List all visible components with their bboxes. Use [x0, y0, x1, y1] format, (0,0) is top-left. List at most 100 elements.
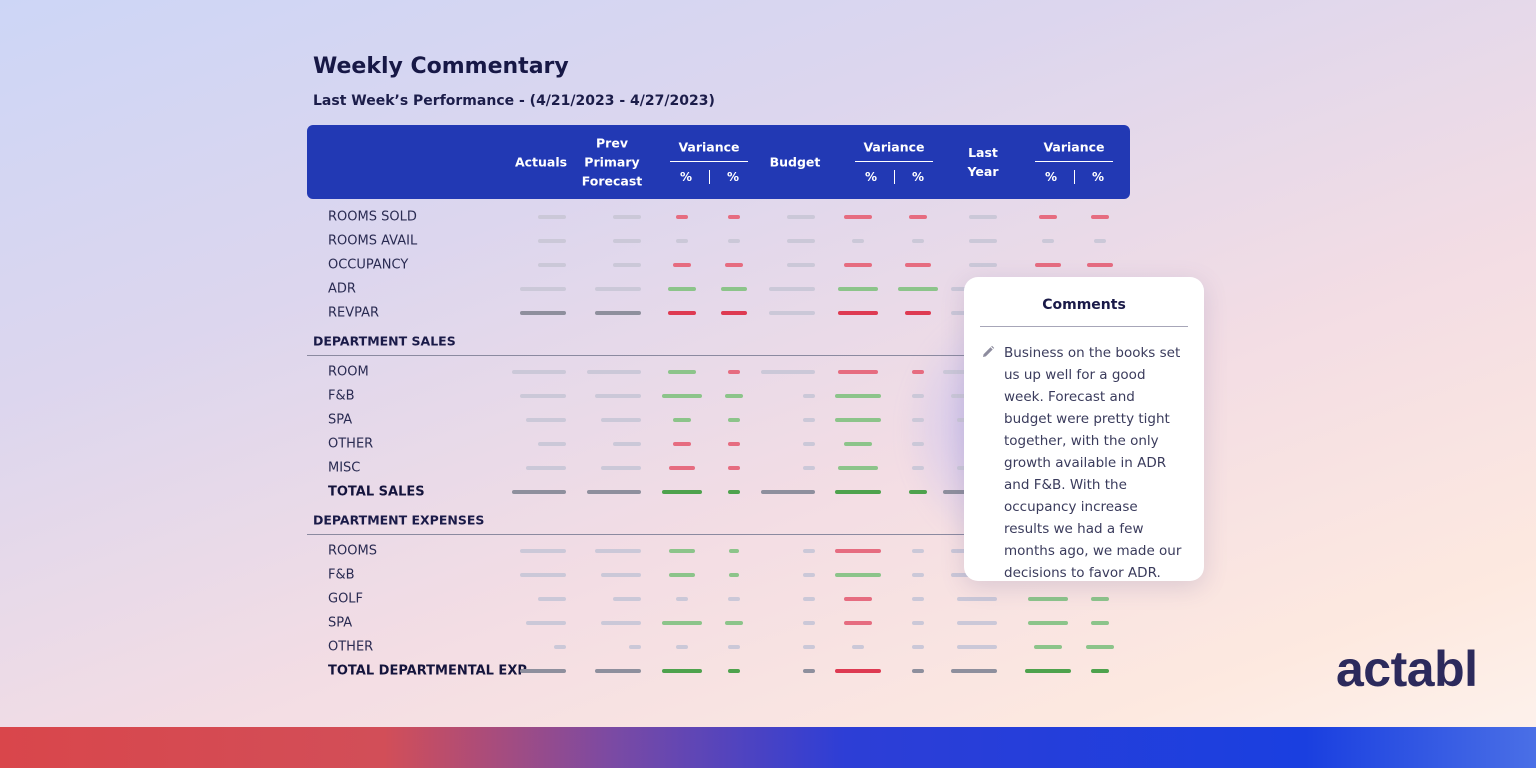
placeholder-bar — [835, 669, 881, 673]
placeholder-bar — [1091, 621, 1109, 625]
placeholder-bar — [969, 215, 997, 219]
placeholder-bar — [725, 394, 743, 398]
placeholder-bar — [838, 466, 878, 470]
placeholder-bar — [835, 418, 881, 422]
row-label: F&B — [328, 567, 355, 583]
placeholder-bar — [668, 287, 696, 291]
placeholder-bar — [769, 311, 815, 315]
header-divider — [1074, 170, 1075, 184]
placeholder-bar — [520, 394, 566, 398]
placeholder-bar — [676, 239, 688, 243]
placeholder-bar — [669, 549, 695, 553]
placeholder-bar — [1025, 669, 1071, 673]
row-label: GOLF — [328, 591, 364, 607]
row-label: SPA — [328, 615, 353, 631]
placeholder-bar — [728, 669, 740, 673]
placeholder-bar — [803, 549, 815, 553]
placeholder-bar — [912, 370, 924, 374]
placeholder-bar — [526, 621, 566, 625]
row-label: OCCUPANCY — [328, 257, 409, 273]
placeholder-bar — [662, 490, 702, 494]
placeholder-bar — [803, 442, 815, 446]
placeholder-bar — [769, 287, 815, 291]
placeholder-bar — [852, 239, 864, 243]
placeholder-bar — [673, 418, 691, 422]
placeholder-bar — [1086, 645, 1114, 649]
row-label: ROOMS AVAIL — [328, 233, 418, 249]
placeholder-bar — [728, 597, 740, 601]
placeholder-bar — [835, 394, 881, 398]
placeholder-bar — [662, 669, 702, 673]
comments-title: Comments — [1042, 297, 1126, 313]
placeholder-bar — [613, 263, 641, 267]
placeholder-bar — [526, 466, 566, 470]
row-label: ADR — [328, 281, 356, 297]
placeholder-bar — [912, 394, 924, 398]
placeholder-bar — [803, 621, 815, 625]
comments-text: Business on the books set us up well for… — [1004, 345, 1182, 581]
edit-icon[interactable] — [981, 345, 995, 359]
placeholder-bar — [835, 490, 881, 494]
page-subtitle: Last Week’s Performance - (4/21/2023 - 4… — [313, 93, 715, 109]
placeholder-bar — [520, 549, 566, 553]
placeholder-bar — [951, 669, 997, 673]
placeholder-bar — [728, 239, 740, 243]
placeholder-bar — [1094, 239, 1106, 243]
placeholder-bar — [520, 573, 566, 577]
placeholder-bar — [601, 621, 641, 625]
placeholder-bar — [538, 263, 566, 267]
row-label: OTHER — [328, 436, 374, 452]
placeholder-bar — [613, 239, 641, 243]
placeholder-bar — [526, 418, 566, 422]
placeholder-bar — [835, 549, 881, 553]
placeholder-bar — [957, 597, 997, 601]
placeholder-bar — [669, 466, 695, 470]
placeholder-bar — [838, 311, 878, 315]
placeholder-bar — [721, 287, 747, 291]
placeholder-bar — [595, 549, 641, 553]
placeholder-bar — [1042, 239, 1054, 243]
comments-card: Comments Business on the books set us up… — [964, 277, 1204, 581]
header-rule — [855, 161, 933, 162]
placeholder-bar — [912, 645, 924, 649]
placeholder-bar — [898, 287, 938, 291]
column-header: Last Year — [967, 145, 999, 179]
placeholder-bar — [512, 370, 566, 374]
placeholder-bar — [601, 573, 641, 577]
placeholder-bar — [803, 394, 815, 398]
placeholder-bar — [1035, 263, 1061, 267]
placeholder-bar — [668, 370, 696, 374]
placeholder-bar — [673, 263, 691, 267]
placeholder-bar — [613, 597, 641, 601]
placeholder-bar — [613, 215, 641, 219]
placeholder-bar — [587, 490, 641, 494]
placeholder-bar — [728, 442, 740, 446]
placeholder-bar — [761, 370, 815, 374]
placeholder-bar — [669, 573, 695, 577]
section-rule — [307, 355, 1130, 356]
placeholder-bar — [595, 311, 641, 315]
row-label: SPA — [328, 412, 353, 428]
placeholder-bar — [728, 418, 740, 422]
placeholder-bar — [912, 573, 924, 577]
header-divider — [709, 170, 710, 184]
placeholder-bar — [554, 645, 566, 649]
placeholder-bar — [728, 370, 740, 374]
placeholder-bar — [803, 418, 815, 422]
placeholder-bar — [676, 645, 688, 649]
placeholder-bar — [629, 645, 641, 649]
row-label: ROOMS SOLD — [328, 209, 417, 225]
placeholder-bar — [1091, 597, 1109, 601]
column-subheader: % — [679, 170, 693, 184]
placeholder-bar — [787, 215, 815, 219]
column-subheader: % — [1091, 170, 1105, 184]
column-header: Variance — [863, 139, 925, 155]
placeholder-bar — [721, 311, 747, 315]
column-subheader: % — [726, 170, 740, 184]
placeholder-bar — [838, 370, 878, 374]
divider — [980, 326, 1188, 327]
column-header: Variance — [1043, 139, 1105, 155]
placeholder-bar — [1028, 597, 1068, 601]
header-divider — [894, 170, 895, 184]
